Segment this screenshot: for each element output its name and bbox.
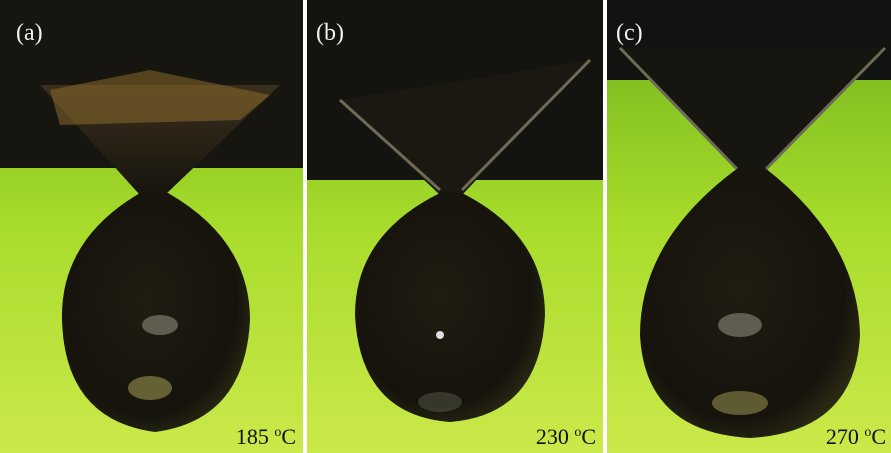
degree: o (274, 425, 281, 440)
panel-label: (b) (316, 20, 344, 46)
panel-c (607, 0, 891, 453)
panel-b (307, 0, 603, 453)
temperature: 185 (236, 424, 269, 449)
unit: C (281, 424, 296, 449)
unit: C (871, 424, 886, 449)
panel-label: (c) (616, 20, 643, 46)
degree: o (574, 425, 581, 440)
degree: o (864, 425, 871, 440)
panel-label: (a) (16, 20, 43, 46)
unit: C (581, 424, 596, 449)
temperature: 230 (536, 424, 569, 449)
figure: (a) (b) (c) 185 oC 230 oC 270 oC (0, 0, 891, 453)
temperature-label: 185 oC (236, 424, 296, 449)
panel-a (0, 0, 303, 453)
temperature-label: 270 oC (826, 424, 886, 449)
temperature: 270 (826, 424, 859, 449)
temperature-label: 230 oC (536, 424, 596, 449)
